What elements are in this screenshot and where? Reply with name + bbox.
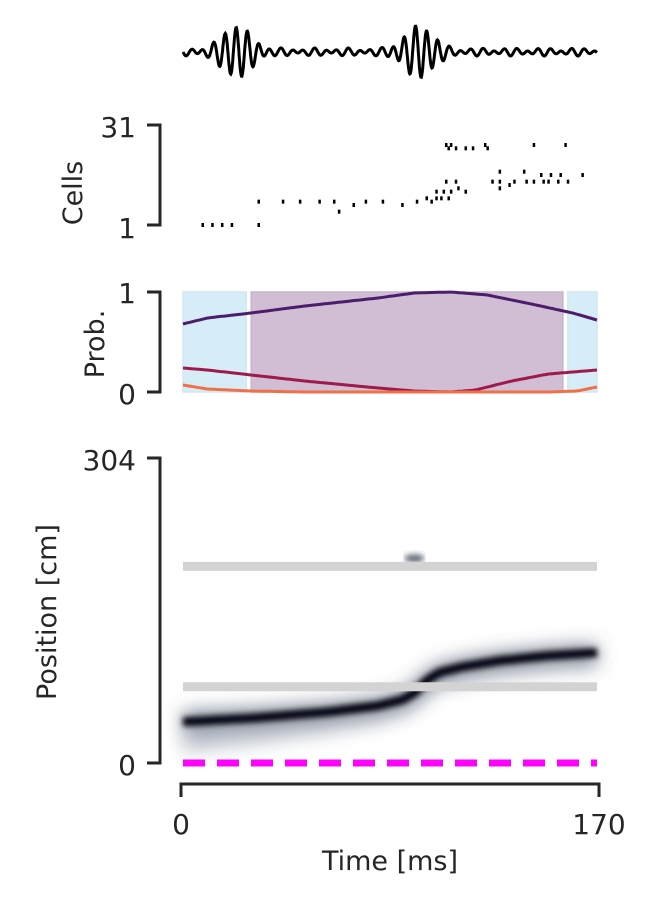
spike-mark: [445, 179, 448, 184]
spike-mark: [447, 146, 450, 151]
prob-ylabel: Prob.: [80, 310, 111, 379]
spike-mark: [566, 179, 570, 184]
posterior-ytick-top: 304: [83, 444, 136, 477]
posterior-y-axis: [147, 456, 162, 765]
lfp-panel: [181, 24, 598, 80]
spike-mark: [483, 143, 487, 147]
state-region-continuous: [182, 291, 248, 393]
state-region-fragmented: [250, 291, 564, 393]
spike-mark: [442, 189, 446, 194]
posterior-xlabel: Time [ms]: [321, 846, 458, 877]
posterior-band: [182, 648, 598, 727]
raster-ytick-bottom: 1: [118, 212, 136, 245]
posterior-faint-blob: [404, 554, 425, 563]
prob-ytick-bottom: 0: [118, 378, 136, 411]
spike-mark: [532, 179, 536, 184]
spike-mark: [440, 196, 443, 201]
spike-mark: [557, 179, 560, 184]
probability-line-0: [182, 290, 598, 326]
spike-mark: [581, 173, 584, 177]
spike-mark: [447, 196, 450, 201]
spike-mark: [332, 199, 336, 204]
spike-mark: [491, 179, 494, 184]
spike-mark: [464, 189, 467, 194]
spike-mark: [425, 196, 429, 201]
spike-mark: [498, 179, 502, 184]
spike-mark: [564, 143, 567, 147]
posterior-ytick-bottom: 0: [118, 749, 136, 782]
spike-mark: [525, 179, 528, 184]
spike-mark: [318, 199, 321, 204]
spike-mark: [559, 173, 562, 177]
state-region-continuous: [567, 291, 598, 393]
lfp-trace: [181, 24, 598, 80]
spike-mark: [542, 179, 545, 184]
spike-mark: [281, 199, 285, 204]
state-shaded-regions: [182, 291, 598, 393]
spike-mark: [454, 179, 458, 184]
spike-mark: [508, 183, 511, 187]
spike-mark: [298, 199, 302, 204]
probability-line-1: [182, 366, 598, 394]
spike-mark: [547, 179, 550, 184]
spike-mark: [454, 146, 458, 151]
posterior-panel: 304 0 0 170 Time [ms] Position [cm]: [32, 444, 626, 877]
posterior-x-axis: [179, 782, 601, 797]
spike-mark: [498, 186, 502, 191]
spike-mark: [352, 203, 355, 207]
spike-mark: [457, 186, 460, 191]
spike-mark: [337, 209, 341, 214]
spike-mark: [522, 169, 526, 174]
spike-mark: [257, 199, 260, 204]
posterior-xtick-right: 170: [572, 808, 625, 841]
probability-panel: 1 0 Prob.: [80, 277, 598, 411]
spike-mark: [539, 173, 543, 177]
spike-mark: [532, 143, 536, 147]
spike-mark: [513, 179, 516, 184]
spike-mark: [381, 199, 385, 204]
spike-mark: [464, 146, 467, 151]
spike-mark: [201, 223, 204, 227]
spike-mark: [430, 199, 433, 204]
spike-mark: [498, 169, 502, 174]
spike-mark: [435, 189, 438, 194]
posterior-heatmap: [182, 554, 598, 767]
raster-spikes: [201, 143, 584, 227]
spike-mark: [435, 196, 438, 201]
probability-line-2: [182, 383, 598, 394]
raster-panel: 31 1 Cells: [58, 111, 584, 245]
raster-ytick-top: 31: [100, 111, 136, 144]
spike-mark: [415, 199, 419, 204]
spike-mark: [230, 223, 234, 227]
spike-mark: [549, 173, 553, 177]
spike-mark: [471, 146, 475, 151]
spike-mark: [401, 203, 404, 207]
prob-ytick-top: 1: [118, 277, 136, 310]
spike-mark: [449, 189, 453, 194]
posterior-ylabel: Position [cm]: [32, 524, 63, 700]
spike-mark: [486, 146, 489, 151]
spike-mark: [449, 143, 453, 147]
raster-y-axis: [147, 123, 162, 227]
posterior-xtick-left: 0: [172, 808, 190, 841]
spike-mark: [364, 199, 368, 204]
spike-mark: [211, 223, 214, 227]
spike-mark: [445, 143, 448, 147]
spike-mark: [220, 223, 224, 227]
raster-ylabel: Cells: [58, 161, 89, 226]
state-probability-lines: [182, 290, 598, 394]
spike-mark: [257, 223, 260, 227]
prob-y-axis: [147, 290, 162, 394]
